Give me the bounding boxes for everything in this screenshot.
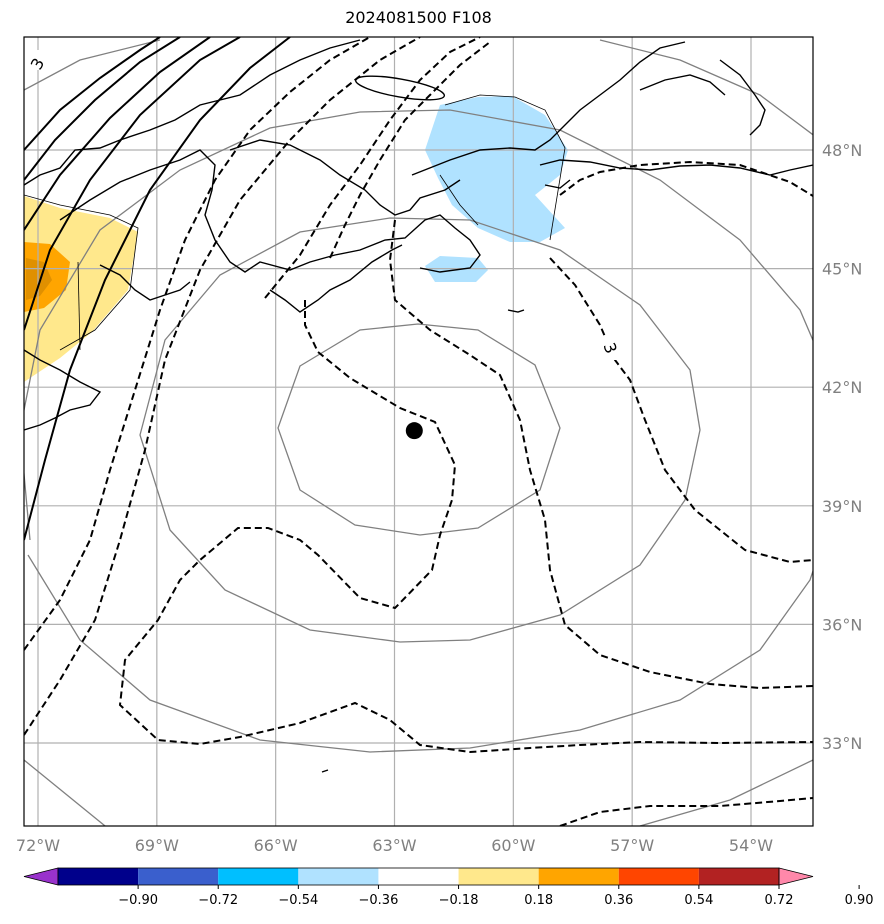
map-frame	[23, 36, 814, 827]
y-tick-labels: 33°N 36°N 39°N 42°N 45°N 48°N	[822, 141, 862, 753]
solid-contours	[24, 37, 291, 541]
y-tick-label: 39°N	[822, 497, 862, 516]
map-content: 3 3	[24, 37, 813, 826]
x-tick-label: 69°W	[135, 836, 179, 855]
colorbar: −0.90 −0.72 −0.54 −0.36 −0.18 0.18 0.36 0.54 0.7…	[23, 867, 874, 908]
colorbar-bin	[138, 868, 219, 885]
storm-center-marker	[405, 422, 423, 440]
y-tick-label: 33°N	[822, 734, 862, 753]
colorbar-tick-label: −0.90	[118, 893, 158, 908]
colorbar-tick-label: 0.54	[684, 893, 713, 908]
y-tick-label: 42°N	[822, 378, 862, 397]
positive-anomaly-region	[24, 196, 138, 382]
coastlines	[24, 39, 813, 773]
colorbar-bin	[458, 868, 539, 885]
colorbar-tick-label: −0.36	[359, 893, 399, 908]
chart-title: 2024081500 F108	[345, 8, 492, 27]
y-tick-label: 36°N	[822, 615, 862, 634]
colorbar-extend-low	[23, 867, 59, 886]
colorbar-bin	[58, 868, 139, 885]
x-tick-label: 63°W	[372, 836, 416, 855]
colorbar-extend-high	[778, 867, 814, 886]
contour-labels: 3 3	[27, 50, 621, 360]
colorbar-tick-label: 0.72	[765, 893, 794, 908]
colorbar-tick-label: −0.54	[278, 893, 318, 908]
x-tick-labels: 72°W 69°W 66°W 63°W 60°W 57°W 54°W	[16, 836, 773, 855]
x-tick-label: 54°W	[729, 836, 773, 855]
wind-contours	[24, 39, 813, 826]
colorbar-outline	[57, 867, 780, 886]
colorbar-tick-label: 0.36	[604, 893, 633, 908]
colorbar-tick-label: 0.18	[524, 893, 553, 908]
x-tick-label: 57°W	[610, 836, 654, 855]
colorbar-tick-label: −0.72	[198, 893, 238, 908]
y-tick-label: 45°N	[822, 260, 862, 279]
y-tick-label: 48°N	[822, 141, 862, 160]
colorbar-tick-label: 0.90	[845, 893, 874, 908]
x-tick-label: 60°W	[491, 836, 535, 855]
colorbar-bin	[378, 868, 459, 885]
x-tick-label: 66°W	[254, 836, 298, 855]
colorbar-bin	[298, 868, 379, 885]
borders	[24, 94, 566, 351]
colorbar-bin	[218, 868, 299, 885]
x-tick-label: 72°W	[16, 836, 60, 855]
colorbar-tick-label: −0.18	[439, 893, 479, 908]
dashed-contours	[24, 37, 813, 826]
colorbar-bin	[538, 868, 619, 885]
colorbar-bin	[618, 868, 699, 885]
colorbar-bin	[698, 868, 779, 885]
